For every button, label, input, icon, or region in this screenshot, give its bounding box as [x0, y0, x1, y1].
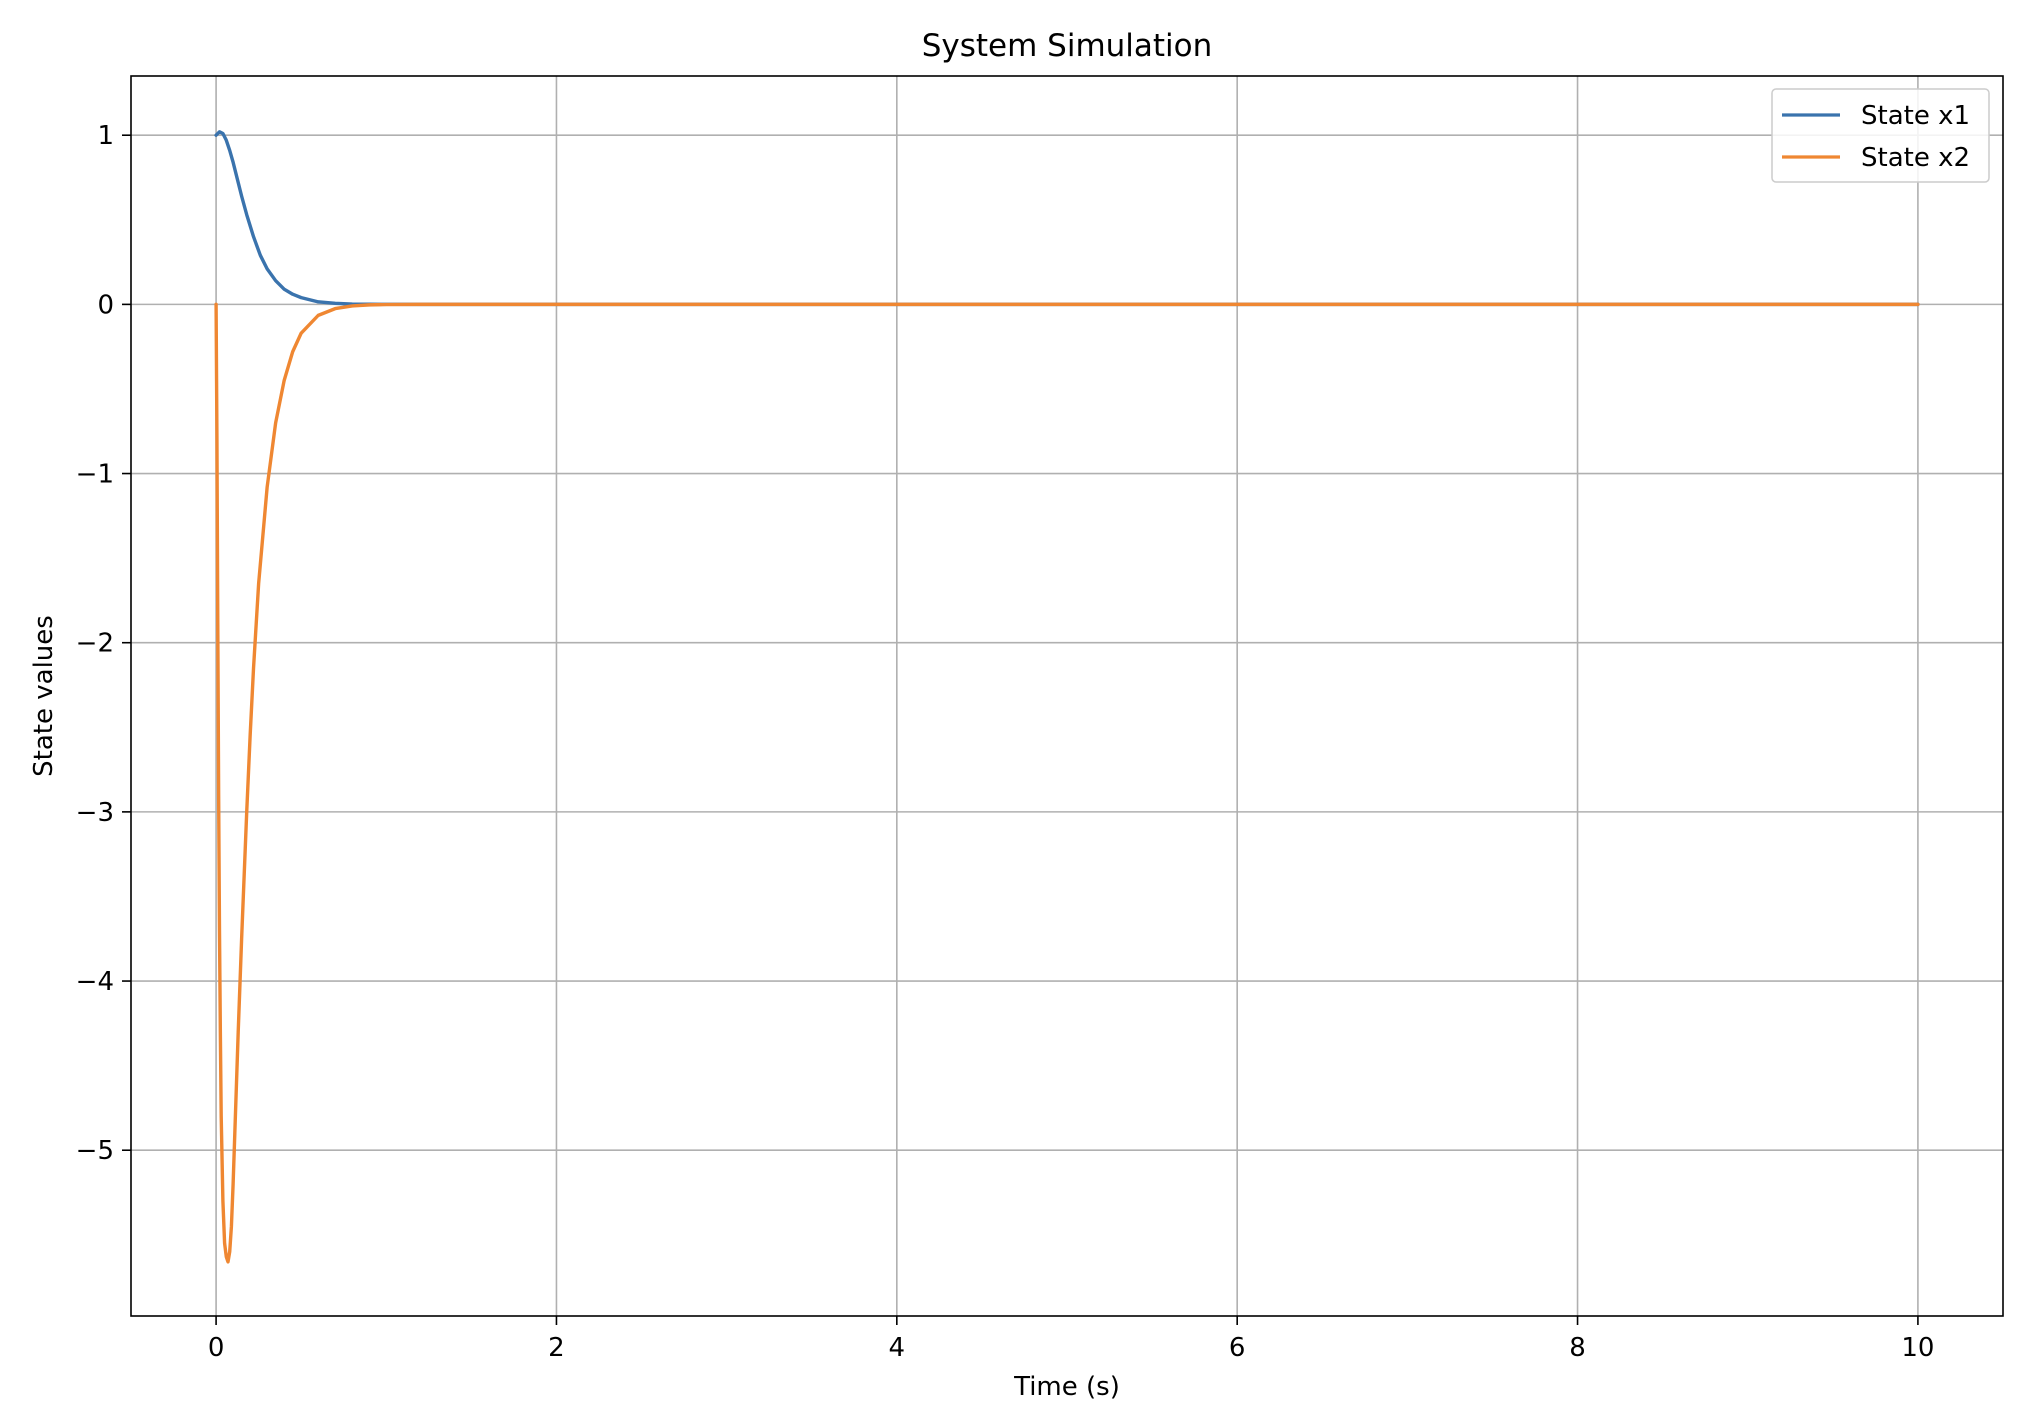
legend: State x1 State x2	[1771, 88, 1990, 183]
y-tick-label: 1	[97, 121, 114, 151]
legend-label-state-x2: State x2	[1861, 143, 1970, 173]
y-tick-label: −5	[76, 1136, 114, 1166]
legend-box	[1771, 88, 1990, 183]
y-axis-label: State values	[29, 615, 59, 777]
x-tick-label: 8	[1569, 1333, 1586, 1363]
legend-label-state-x1: State x1	[1861, 101, 1970, 131]
y-tick-label: −1	[76, 460, 114, 490]
x-axis-label: Time (s)	[1013, 1372, 1120, 1402]
x-tick-label: 6	[1229, 1333, 1246, 1363]
y-tick-label: 0	[97, 290, 114, 320]
y-tick-label: −3	[76, 798, 114, 828]
y-tick-label: −2	[76, 629, 114, 659]
x-tick-label: 0	[208, 1333, 225, 1363]
x-tick-label: 10	[1901, 1333, 1934, 1363]
grid	[131, 76, 2003, 1316]
y-tick-label: −4	[76, 967, 114, 997]
plot-frame	[130, 75, 2004, 1317]
chart-title: System Simulation	[922, 28, 1213, 64]
series-lines	[214, 130, 1920, 1264]
x-tick-label: 2	[548, 1333, 565, 1363]
x-tick-label: 4	[889, 1333, 906, 1363]
series-line-state-x2	[214, 302, 1920, 1264]
